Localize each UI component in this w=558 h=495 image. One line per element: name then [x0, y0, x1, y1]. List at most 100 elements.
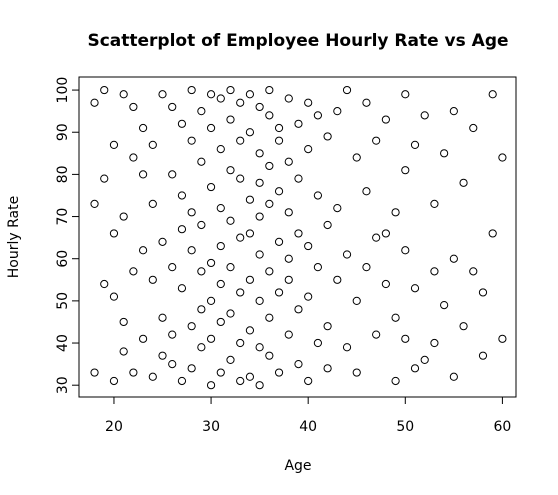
point — [410, 140, 420, 149]
point — [138, 170, 148, 179]
point — [284, 157, 293, 166]
point — [236, 288, 245, 297]
point — [294, 119, 303, 128]
point — [90, 368, 99, 377]
point — [236, 174, 245, 183]
point — [245, 326, 255, 335]
point — [187, 136, 196, 145]
point — [313, 263, 322, 272]
point — [245, 90, 255, 99]
point — [119, 317, 128, 327]
point — [236, 233, 245, 242]
x-axis-label: Age — [284, 458, 311, 474]
point — [255, 149, 264, 158]
point — [197, 157, 206, 166]
point — [187, 322, 196, 331]
point — [362, 98, 371, 107]
point — [168, 170, 177, 179]
point — [265, 161, 274, 171]
point — [206, 182, 216, 192]
point — [177, 284, 187, 293]
point — [440, 149, 449, 158]
point — [129, 267, 138, 276]
point — [187, 85, 196, 95]
point — [236, 338, 245, 348]
y-axis-label: Hourly Rate — [6, 196, 22, 278]
point — [304, 144, 313, 154]
point — [206, 334, 216, 343]
point — [226, 355, 235, 364]
point — [197, 305, 206, 314]
point — [313, 111, 322, 120]
point — [304, 98, 313, 107]
point — [255, 102, 264, 112]
point — [362, 263, 371, 272]
point — [498, 334, 507, 343]
point — [284, 254, 293, 263]
point — [90, 199, 99, 209]
point — [148, 275, 157, 284]
point — [216, 279, 225, 289]
point — [304, 292, 313, 301]
x-tick-label: 20 — [105, 419, 123, 435]
point — [245, 195, 255, 204]
point — [226, 166, 235, 175]
y-tick-label: 40 — [55, 334, 71, 352]
point — [440, 300, 449, 310]
point — [129, 153, 138, 162]
y-tick-label: 60 — [55, 250, 71, 268]
point — [265, 267, 274, 276]
point — [410, 284, 420, 293]
point — [430, 338, 439, 348]
point — [294, 305, 303, 314]
point — [304, 241, 313, 251]
y-tick-label: 30 — [55, 376, 71, 394]
point — [274, 187, 284, 196]
x-tick-label: 40 — [299, 419, 317, 435]
point — [226, 85, 235, 95]
point — [342, 250, 352, 259]
point — [206, 123, 216, 133]
point — [362, 187, 371, 196]
point — [323, 364, 332, 373]
point — [265, 199, 274, 209]
point — [401, 166, 410, 175]
point — [255, 343, 264, 352]
point — [197, 343, 206, 352]
point — [284, 275, 293, 284]
point — [284, 94, 293, 103]
point — [430, 199, 439, 209]
point — [488, 229, 497, 238]
point — [236, 376, 245, 386]
point — [313, 191, 322, 200]
point — [274, 368, 284, 377]
point — [381, 229, 390, 238]
point — [168, 330, 177, 339]
point — [294, 174, 303, 183]
point — [313, 338, 322, 348]
point — [352, 368, 361, 377]
point — [430, 267, 439, 276]
point — [488, 90, 497, 99]
point — [323, 322, 332, 331]
point — [90, 98, 99, 107]
point — [323, 132, 332, 141]
point — [236, 136, 245, 145]
point — [352, 296, 361, 305]
point — [226, 263, 235, 272]
point — [284, 330, 293, 339]
point — [226, 115, 235, 124]
point — [109, 292, 119, 301]
point — [226, 216, 235, 225]
point — [323, 220, 332, 230]
point — [236, 98, 245, 107]
point — [401, 334, 410, 343]
point — [187, 364, 196, 373]
point — [206, 90, 216, 99]
point — [265, 313, 274, 322]
point — [168, 263, 177, 272]
point — [177, 191, 187, 200]
point — [401, 246, 410, 255]
